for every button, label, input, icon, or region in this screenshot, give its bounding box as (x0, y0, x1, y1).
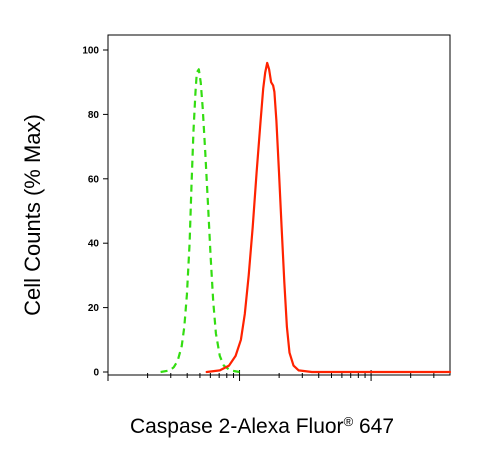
axes (107, 34, 451, 376)
x-axis-label-main: Caspase 2-Alexa Fluor (130, 415, 344, 438)
y-ticks: 0 20 40 60 80 100 (82, 46, 108, 379)
y-tick-label: 80 (88, 110, 100, 121)
x-ticks (107, 370, 435, 381)
y-tick-label: 60 (88, 174, 100, 185)
series-line-2 (205, 61, 452, 374)
x-axis-label: Caspase 2-Alexa Fluor® 647 (130, 414, 394, 438)
x-axis-label-suffix: 647 (353, 415, 394, 438)
y-tick-label: 20 (88, 303, 100, 314)
plot-frame (107, 34, 451, 376)
y-axis-label: Cell Counts (% Max) (20, 114, 45, 316)
y-tick-label: 0 (93, 368, 99, 379)
y-tick-label: 100 (82, 46, 99, 57)
series-group (160, 61, 452, 374)
y-tick-label: 40 (88, 239, 100, 250)
series-line-1 (160, 68, 240, 374)
x-axis-label-registered: ® (344, 414, 354, 429)
